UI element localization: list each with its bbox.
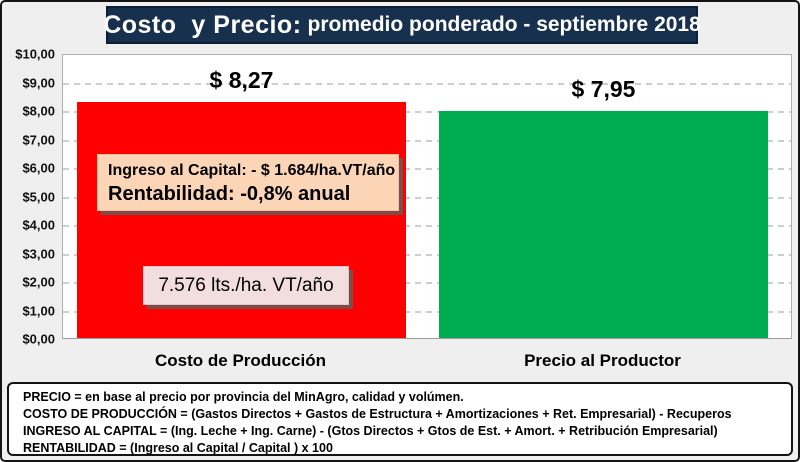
y-axis-tick-label: $6,00 [22,160,55,176]
annotation-ingreso-rentabilidad: Ingreso al Capital: - $ 1.684/ha.VT/año … [97,154,399,211]
y-axis-tick-label: $1,00 [22,303,55,318]
footer-line-ingreso: INGRESO AL CAPITAL = (Ing. Leche + Ing. … [23,424,718,438]
gridline [63,82,791,85]
gridline [63,168,791,170]
gridline [63,225,791,227]
footer-line-costo: COSTO DE PRODUCCIÓN = (Gastos Directos +… [23,407,732,421]
annotation-litros-text: 7.576 lts./ha. VT/año [158,274,334,296]
gridline [63,111,791,113]
y-axis-tick-label: $2,00 [22,274,55,290]
category-label-precio: Precio al Productor [524,351,681,370]
chart-title-sub: promedio ponderado - septiembre 2018 [307,13,701,36]
footer-line-rentabilidad: RENTABILIDAD = (Ingreso al Capital / Cap… [23,441,333,455]
y-axis-tick-label: $10,00 [15,46,55,62]
y-axis-tick-label: $4,00 [22,217,55,233]
bar-value-label-costo: $ 8,27 [209,67,274,93]
annotation-ingreso-line: Ingreso al Capital: - $ 1.684/ha.VT/año [108,162,396,179]
gridline [63,196,791,199]
annotation-litros: 7.576 lts./ha. VT/año [143,266,349,305]
y-axis-tick-label: $0,00 [22,331,55,347]
y-axis-tick-label: $5,00 [22,189,55,204]
y-axis-tick-label: $3,00 [22,246,55,261]
y-axis-tick-label: $8,00 [22,103,55,119]
y-axis-tick-label: $9,00 [22,75,55,90]
footer-definitions: PRECIO = en base al precio por provincia… [7,382,793,456]
y-axis-tick-label: $7,00 [22,132,55,147]
category-label-costo: Costo de Producción [155,351,326,370]
gridline [63,310,791,313]
chart-title-main: Costo y Precio: [103,10,302,39]
annotation-rentabilidad-line: Rentabilidad: -0,8% anual [108,183,351,205]
gridline [63,139,791,142]
y-axis: $10,00 $9,00 $8,00 $7,00 $6,00 $5,00 $4,00 $3,0… [2,47,58,347]
bar-precio-productor[interactable] [439,111,768,338]
footer-line-precio: PRECIO = en base al precio por provincia… [23,390,464,404]
gridline [63,253,791,256]
gridline [63,282,791,284]
bar-value-label-precio: $ 7,95 [571,76,636,102]
chart-title: Costo y Precio: promedio ponderado - sep… [103,6,701,44]
